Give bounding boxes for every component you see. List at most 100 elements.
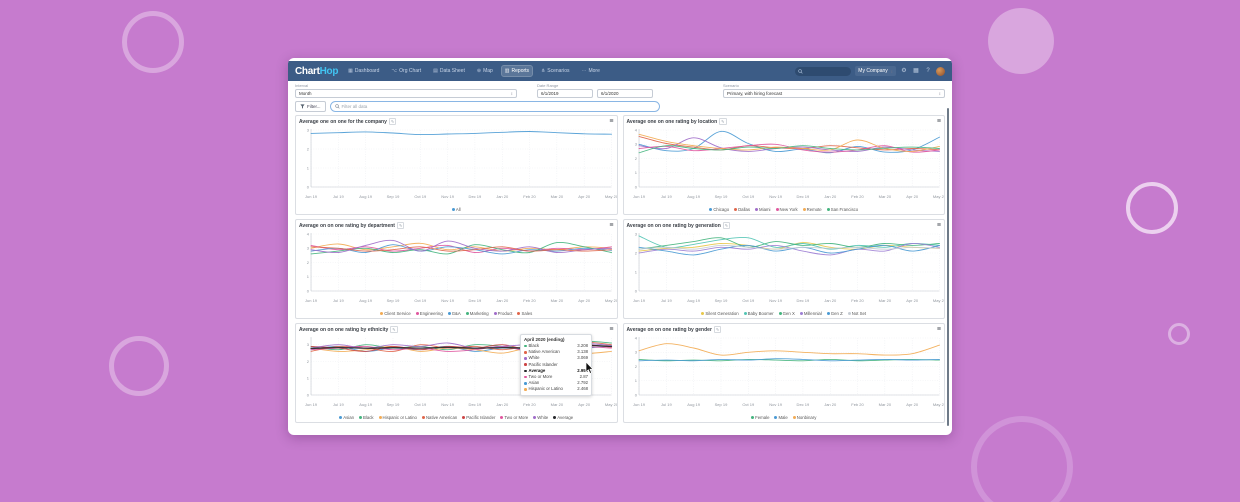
legend-dot xyxy=(359,416,362,419)
chart-menu-icon[interactable]: ≡ xyxy=(937,119,941,125)
legend-dot xyxy=(779,312,782,315)
chart-menu-icon[interactable]: ≡ xyxy=(609,119,613,125)
chart-canvas[interactable]: Jun 19Jul 19Aug 19Sep 19Oct 19Nov 19Dec … xyxy=(624,333,945,415)
charthop-logo[interactable]: ChartHop xyxy=(295,66,338,77)
nav-item-more[interactable]: ⋯More xyxy=(578,66,602,76)
legend-item-male[interactable]: Male xyxy=(774,415,787,420)
help-icon[interactable]: ? xyxy=(924,67,932,75)
date-end-input[interactable]: 6/1/2020 xyxy=(597,89,653,98)
legend-item-miami[interactable]: Miami xyxy=(755,207,770,212)
nav-item-data-sheet[interactable]: ▤Data Sheet xyxy=(430,66,468,76)
svg-text:May 20: May 20 xyxy=(605,402,617,407)
legend-item-new-york[interactable]: New York xyxy=(776,207,798,212)
legend-item-all[interactable]: All xyxy=(452,207,461,212)
chart-menu-icon[interactable]: ≡ xyxy=(609,223,613,229)
chart-canvas[interactable]: Jun 19Jul 19Aug 19Sep 19Oct 19Nov 19Dec … xyxy=(296,125,617,207)
chart-canvas[interactable]: Jun 19Jul 19Aug 19Sep 19Oct 19Nov 19Dec … xyxy=(296,229,617,311)
svg-text:Mar 20: Mar 20 xyxy=(878,402,891,407)
chart-menu-icon[interactable]: ≡ xyxy=(609,327,613,333)
filter-all-data-input[interactable]: Filter all data xyxy=(330,101,660,112)
svg-text:2: 2 xyxy=(634,364,637,369)
svg-text:Apr 20: Apr 20 xyxy=(578,298,591,303)
edit-icon[interactable]: ✎ xyxy=(390,326,397,333)
legend-dot xyxy=(517,312,520,315)
search-icon xyxy=(335,104,340,109)
tooltip-dot xyxy=(524,363,527,366)
legend-item-san-francisco[interactable]: San Francisco xyxy=(827,207,858,212)
legend-item-gen-z[interactable]: Gen Z xyxy=(827,311,843,316)
legend-item-white[interactable]: White xyxy=(533,415,548,420)
svg-text:Feb 20: Feb 20 xyxy=(851,194,864,199)
legend-item-pacific-islander[interactable]: Pacific Islander xyxy=(462,415,495,420)
chart-menu-icon[interactable]: ≡ xyxy=(937,223,941,229)
legend-item-silent-generation[interactable]: Silent Generation xyxy=(701,311,738,316)
chevron-updown-icon: ↕ xyxy=(939,91,941,96)
chart-canvas[interactable]: Jun 19Jul 19Aug 19Sep 19Oct 19Nov 19Dec … xyxy=(624,125,945,207)
legend-item-client-service[interactable]: Client Service xyxy=(380,311,411,316)
svg-text:Feb 20: Feb 20 xyxy=(523,298,536,303)
avatar[interactable] xyxy=(936,67,945,76)
legend-item-marketing[interactable]: Marketing xyxy=(466,311,489,316)
edit-icon[interactable]: ✎ xyxy=(397,222,404,229)
apps-icon[interactable]: ▦ xyxy=(912,67,920,75)
legend-label: Native American xyxy=(426,415,457,420)
legend-item-nonbinary[interactable]: Nonbinary xyxy=(793,415,817,420)
scrollbar-thumb[interactable] xyxy=(947,108,949,426)
scenario-select[interactable]: Primary, with hiring forecast ↕ xyxy=(723,89,945,98)
edit-icon[interactable]: ✎ xyxy=(719,118,726,125)
svg-text:Jun 19: Jun 19 xyxy=(633,298,646,303)
legend-item-g-a[interactable]: G&A xyxy=(448,311,461,316)
chart-canvas[interactable]: Jun 19Jul 19Aug 19Sep 19Oct 19Nov 19Dec … xyxy=(624,229,945,311)
company-selector[interactable]: My Company ↕ xyxy=(855,66,896,76)
svg-text:Aug 19: Aug 19 xyxy=(359,402,372,407)
nav-item-reports[interactable]: ▥Reports xyxy=(502,66,532,76)
legend-item-dallas[interactable]: Dallas xyxy=(734,207,750,212)
legend-item-female[interactable]: Female xyxy=(751,415,769,420)
legend-dot xyxy=(416,312,419,315)
tooltip-dot xyxy=(524,370,527,373)
date-start-input[interactable]: 6/1/2019 xyxy=(537,89,593,98)
legend-label: San Francisco xyxy=(831,207,858,212)
svg-text:Mar 20: Mar 20 xyxy=(878,194,891,199)
legend-item-native-american[interactable]: Native American xyxy=(422,415,457,420)
svg-text:Feb 20: Feb 20 xyxy=(523,194,536,199)
legend-item-two-or-more[interactable]: Two or More xyxy=(500,415,528,420)
interval-select[interactable]: Month ↕ xyxy=(295,89,517,98)
nav-item-dashboard[interactable]: ▦Dashboard xyxy=(345,66,382,76)
filter-button[interactable]: Filter... xyxy=(295,101,326,112)
legend-label: Remote xyxy=(807,207,822,212)
legend-item-sales[interactable]: Sales xyxy=(517,311,532,316)
edit-icon[interactable]: ✎ xyxy=(714,326,721,333)
decorative-circle xyxy=(109,336,169,396)
nav-item-org-chart[interactable]: ⌥Org Chart xyxy=(388,66,424,76)
tooltip-row: Hispanic or Latino2.468 xyxy=(524,386,588,392)
edit-icon[interactable]: ✎ xyxy=(723,222,730,229)
nav-item-scenarios[interactable]: ⋔Scenarios xyxy=(538,66,572,76)
legend-item-remote[interactable]: Remote xyxy=(803,207,822,212)
nav-item-map[interactable]: ⊕Map xyxy=(474,66,496,76)
svg-text:Oct 19: Oct 19 xyxy=(414,298,427,303)
legend-label: Black xyxy=(363,415,374,420)
legend-item-product[interactable]: Product xyxy=(494,311,513,316)
legend-label: Product xyxy=(498,311,513,316)
chart-legend: Female Male Nonbinary xyxy=(624,415,945,422)
gear-icon[interactable]: ⚙ xyxy=(900,67,908,75)
legend-item-baby-boomer[interactable]: Baby Boomer xyxy=(744,311,774,316)
chart-menu-icon[interactable]: ≡ xyxy=(937,327,941,333)
svg-text:1: 1 xyxy=(307,274,310,279)
global-search-input[interactable] xyxy=(795,67,851,76)
legend-item-chicago[interactable]: Chicago xyxy=(709,207,729,212)
legend-item-millennial[interactable]: Millennial xyxy=(800,311,822,316)
svg-text:Sep 19: Sep 19 xyxy=(387,194,400,199)
legend-item-black[interactable]: Black xyxy=(359,415,374,420)
legend-item-asian[interactable]: Asian xyxy=(339,415,354,420)
legend-item-not-set[interactable]: Not Set xyxy=(848,311,866,316)
legend-label: Silent Generation xyxy=(705,311,738,316)
legend-item-gen-x[interactable]: Gen X xyxy=(779,311,795,316)
edit-icon[interactable]: ✎ xyxy=(389,118,396,125)
decorative-circle xyxy=(1126,182,1178,234)
legend-item-engineering[interactable]: Engineering xyxy=(416,311,443,316)
legend-item-hispanic-or-latino[interactable]: Hispanic or Latino xyxy=(379,415,417,420)
svg-text:Oct 19: Oct 19 xyxy=(414,402,427,407)
legend-item-average[interactable]: Average xyxy=(553,415,573,420)
